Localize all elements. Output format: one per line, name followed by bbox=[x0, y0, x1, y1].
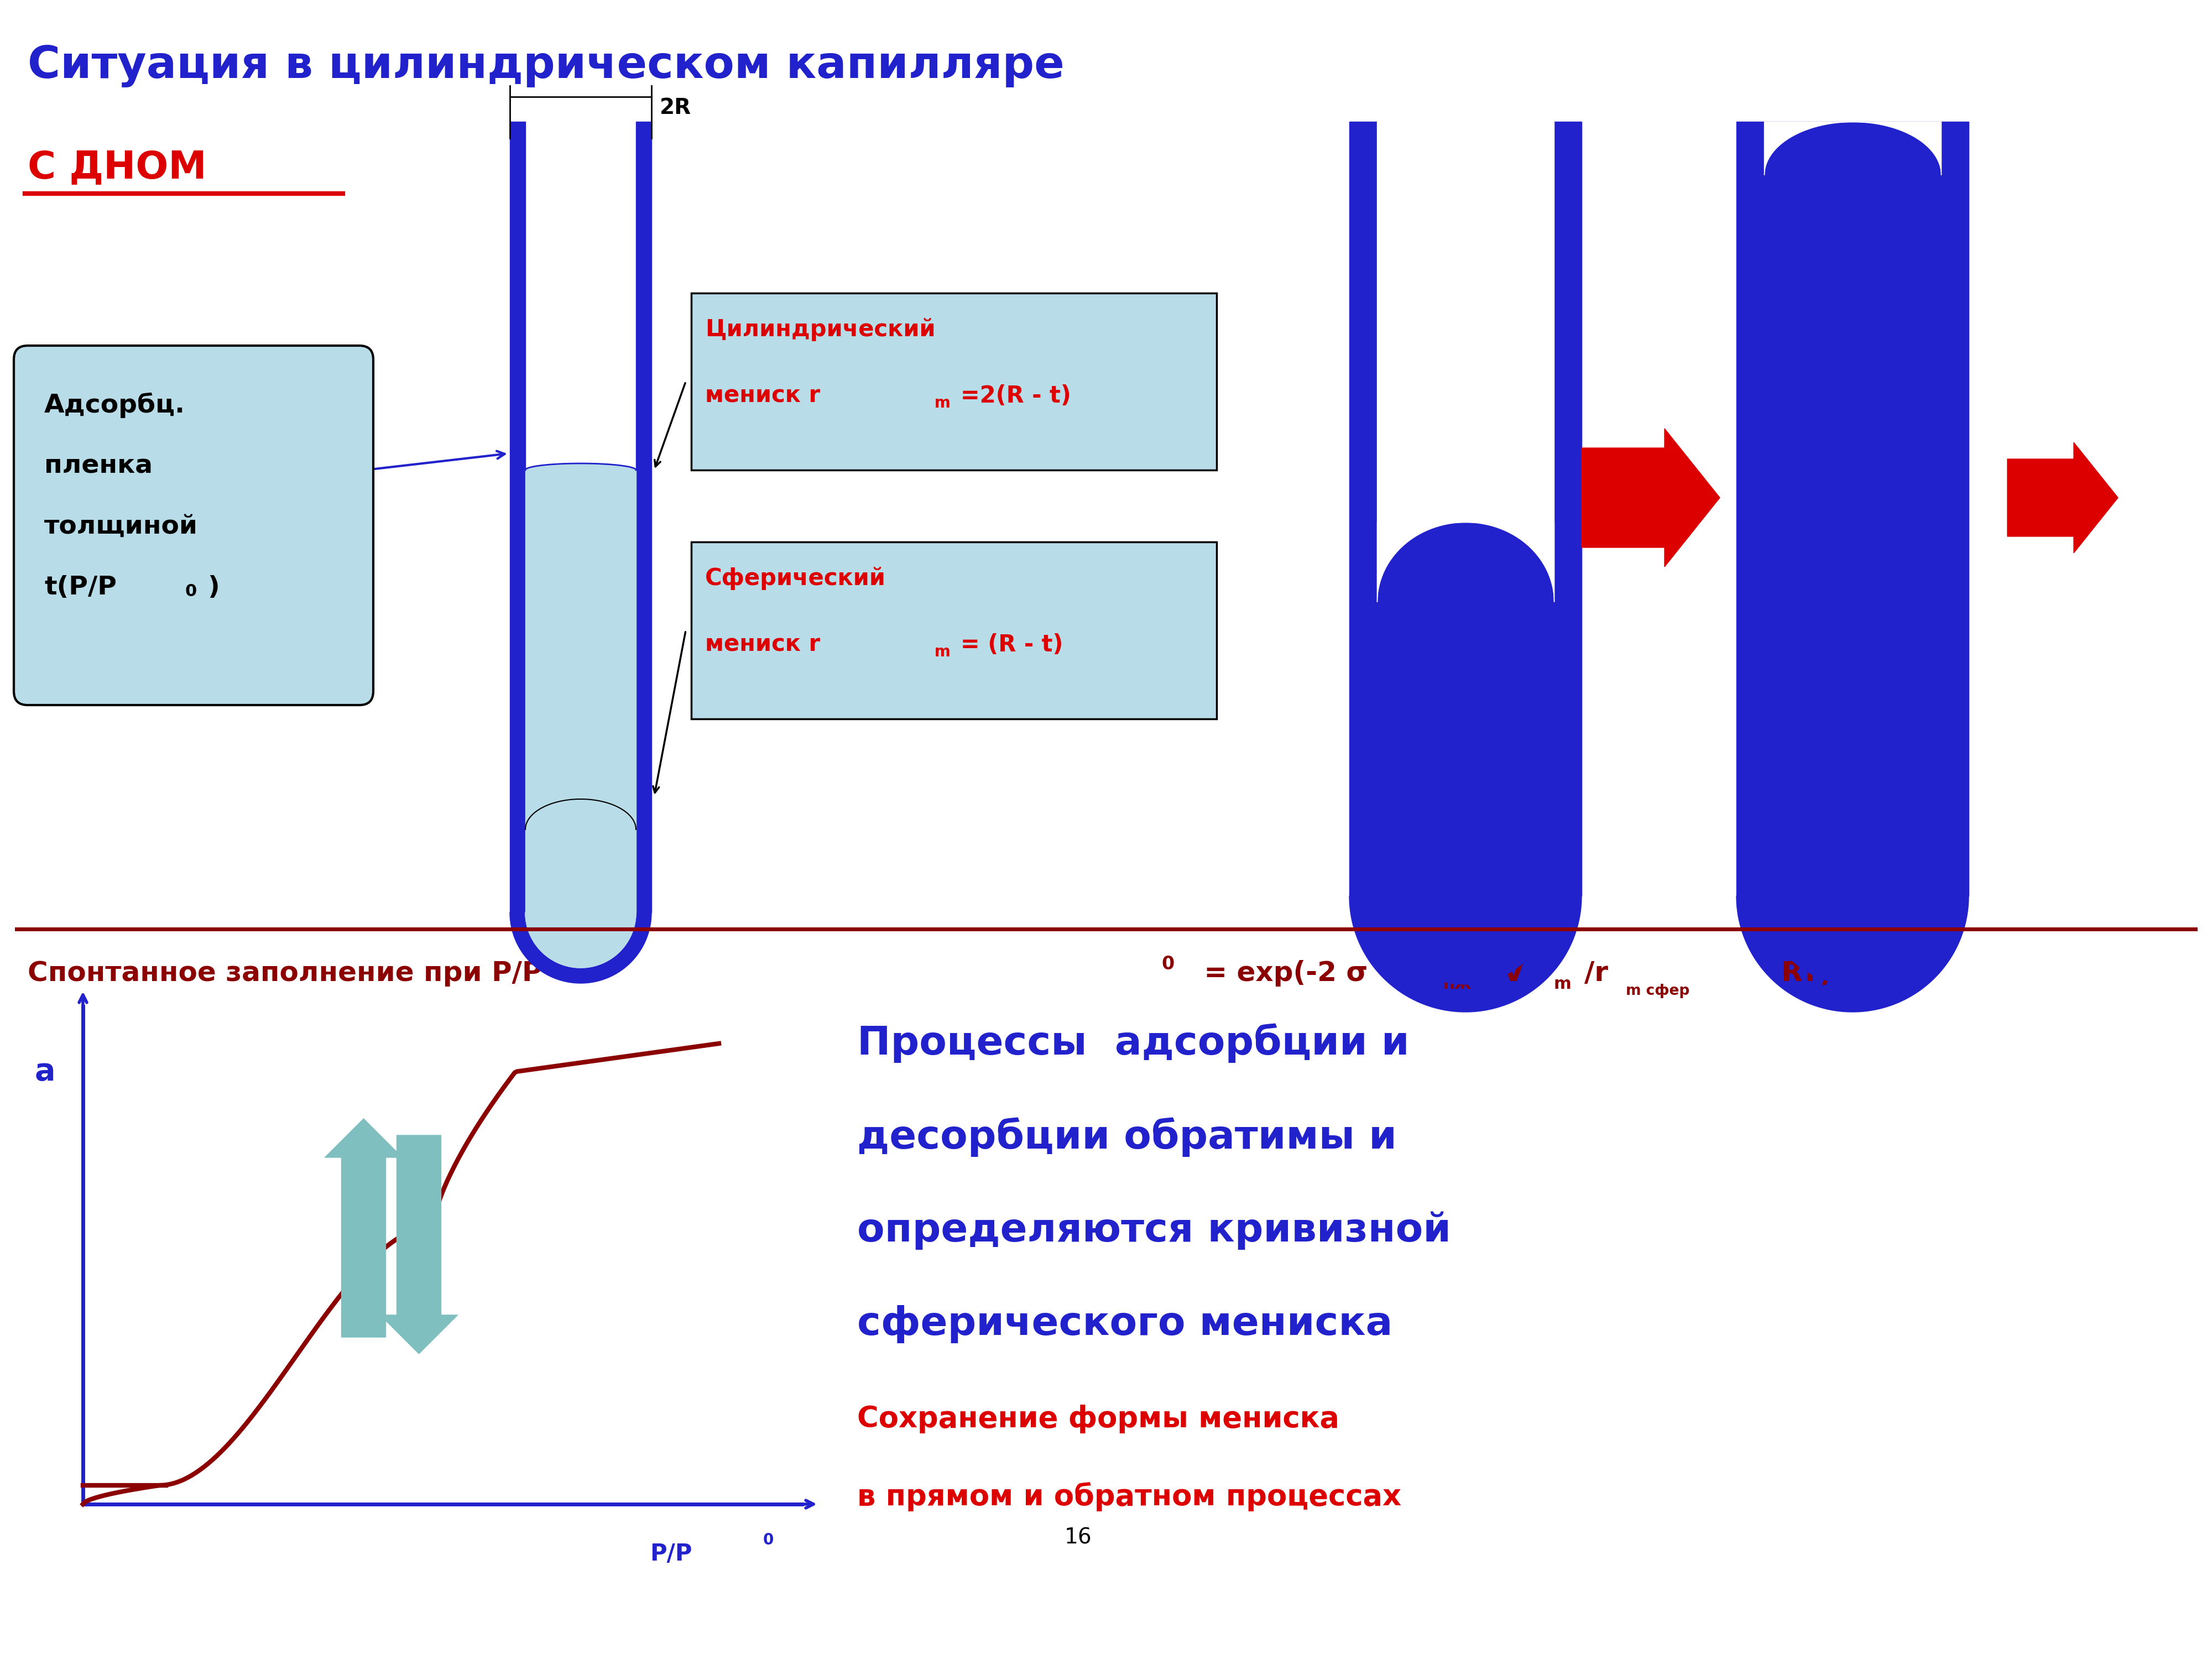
Bar bbox=[637, 121, 650, 912]
Bar bbox=[690, 294, 1217, 469]
Text: =2(R - t): =2(R - t) bbox=[960, 385, 1071, 408]
Text: m: m bbox=[933, 644, 951, 660]
Bar bbox=[690, 542, 1217, 718]
Text: толщиной: толщиной bbox=[44, 514, 199, 539]
Bar bbox=[1553, 121, 1582, 896]
Text: /r: /r bbox=[1584, 961, 1608, 987]
Text: Сферический: Сферический bbox=[706, 567, 885, 591]
Text: 2R: 2R bbox=[659, 98, 692, 118]
Polygon shape bbox=[511, 912, 650, 984]
Bar bbox=[511, 121, 526, 912]
Text: мениск r: мениск r bbox=[706, 634, 821, 657]
Polygon shape bbox=[1736, 896, 1969, 1012]
Text: пленка: пленка bbox=[44, 453, 153, 478]
FancyBboxPatch shape bbox=[13, 345, 374, 705]
Polygon shape bbox=[1349, 896, 1582, 1012]
Text: Спонтанное заполнение при P/P: Спонтанное заполнение при P/P bbox=[27, 961, 542, 987]
Text: Ситуация в цилиндрическом капилляре: Ситуация в цилиндрическом капилляре bbox=[27, 45, 1064, 88]
FancyArrow shape bbox=[380, 1135, 458, 1354]
Text: Адсорбц.: Адсорбц. bbox=[44, 393, 186, 418]
Text: a: a bbox=[35, 1057, 55, 1087]
Text: m сфер: m сфер bbox=[1626, 984, 1690, 999]
Bar bbox=[1765, 121, 1942, 896]
Text: мениск r: мениск r bbox=[706, 385, 821, 408]
Text: = exp(-2 σ: = exp(-2 σ bbox=[1194, 961, 1367, 987]
Text: в прямом и обратном процессах: в прямом и обратном процессах bbox=[858, 1481, 1402, 1511]
Text: m: m bbox=[933, 395, 951, 411]
Bar bbox=[1736, 121, 1765, 896]
Text: ): ) bbox=[208, 576, 219, 601]
Bar bbox=[1349, 121, 1376, 896]
FancyArrow shape bbox=[325, 1118, 403, 1337]
FancyArrow shape bbox=[2006, 443, 2117, 552]
Text: пж: пж bbox=[1442, 975, 1471, 992]
Polygon shape bbox=[1765, 896, 1942, 984]
Polygon shape bbox=[1376, 896, 1553, 984]
Text: 0: 0 bbox=[1161, 956, 1175, 974]
Bar bbox=[1376, 121, 1553, 602]
Text: = (R - t): = (R - t) bbox=[960, 634, 1064, 657]
Bar bbox=[1942, 121, 1969, 896]
Bar bbox=[526, 469, 637, 912]
Text: t(P/P: t(P/P bbox=[44, 576, 117, 601]
Text: определяются кривизной: определяются кривизной bbox=[858, 1211, 1451, 1249]
Text: RT): RT) bbox=[1781, 961, 1832, 987]
Text: 0: 0 bbox=[763, 1533, 774, 1548]
Text: Сохранение формы мениска: Сохранение формы мениска bbox=[858, 1405, 1338, 1433]
Text: m: m bbox=[1553, 975, 1571, 992]
Polygon shape bbox=[526, 912, 637, 967]
FancyArrow shape bbox=[1582, 428, 1721, 567]
Text: С ДНОМ: С ДНОМ bbox=[27, 149, 206, 186]
Text: V: V bbox=[1493, 961, 1524, 987]
Text: Процессы  адсорбции и: Процессы адсорбции и bbox=[858, 1024, 1409, 1063]
Text: P/P: P/P bbox=[650, 1543, 692, 1566]
Text: 0: 0 bbox=[186, 584, 197, 599]
Text: Цилиндрический: Цилиндрический bbox=[706, 319, 936, 342]
Text: сферического мениска: сферического мениска bbox=[858, 1306, 1394, 1344]
Text: 16: 16 bbox=[1064, 1526, 1093, 1548]
Text: десорбции обратимы и: десорбции обратимы и bbox=[858, 1117, 1396, 1156]
Bar bbox=[1376, 602, 1553, 896]
Polygon shape bbox=[526, 912, 637, 967]
